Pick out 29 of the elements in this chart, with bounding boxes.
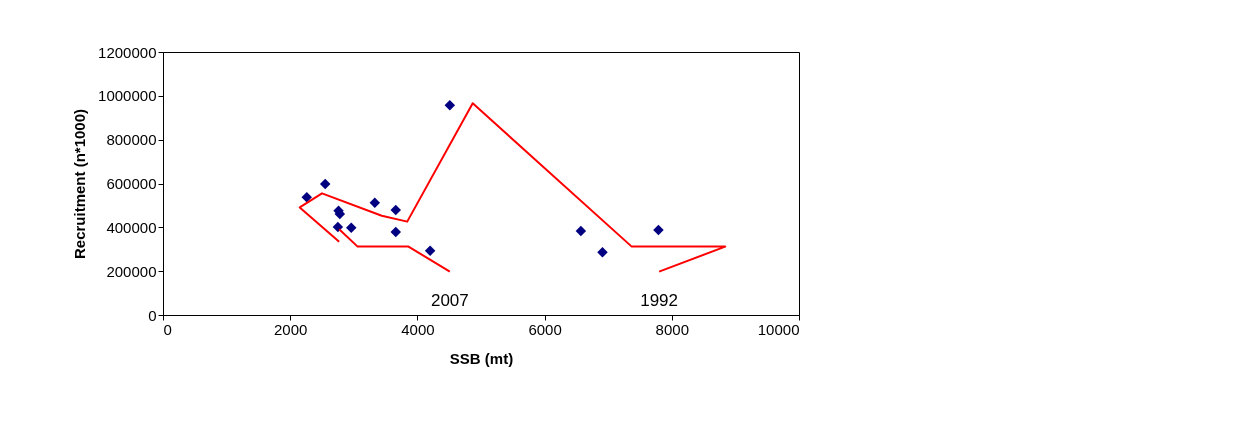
point (369, 197, 381, 209)
y-tick-label: 400000 (106, 218, 157, 236)
x-tick-label: 6000 (528, 320, 562, 338)
x-tick-label: 2000 (274, 320, 308, 338)
point (301, 192, 312, 203)
x-tick-label: 4000 (401, 320, 435, 338)
point (424, 245, 436, 257)
point (390, 204, 402, 216)
y-tick-label: 800000 (106, 131, 157, 149)
y-tick-label: 1000000 (98, 87, 157, 105)
annotation: 2007 (430, 290, 469, 310)
point (390, 226, 402, 238)
y-tick-label: 200000 (106, 262, 157, 280)
y-tick-label: 600000 (106, 175, 157, 192)
y-axis-title: Recruitment (n*1000) (71, 108, 89, 260)
y-tick-label: 1200000 (98, 43, 157, 61)
x-tick-label: 8000 (655, 320, 689, 338)
point (575, 225, 587, 237)
y-tick-label: 0 (148, 306, 157, 324)
point (346, 222, 357, 234)
annotation: 1992 (640, 290, 678, 310)
x-tick-label: 0 (163, 320, 172, 338)
point (319, 178, 331, 190)
point (597, 247, 608, 258)
point (653, 224, 664, 236)
x-axis-title: SSB (mt) (449, 349, 514, 367)
point (444, 100, 456, 111)
x-tick-label: 10000 (757, 320, 800, 338)
point (332, 221, 344, 233)
